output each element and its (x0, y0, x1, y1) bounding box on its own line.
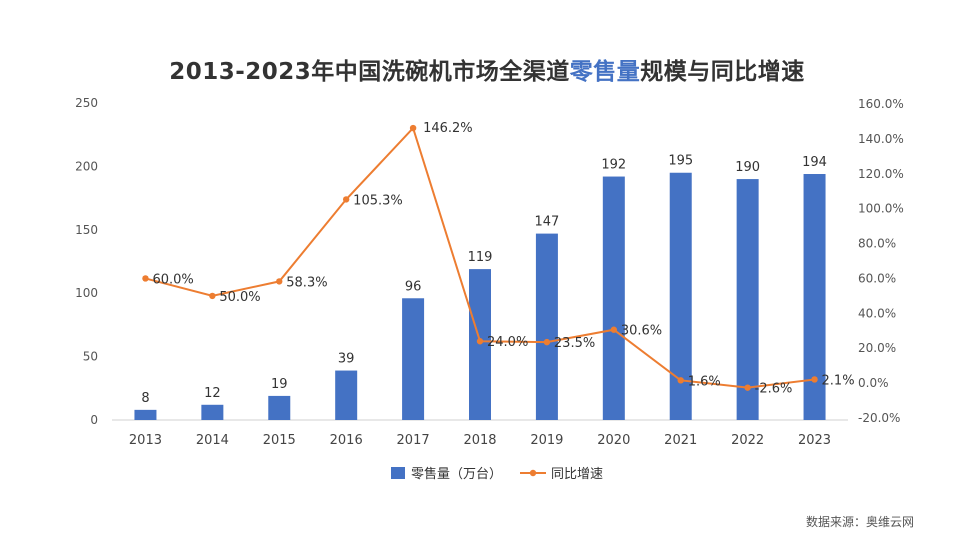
growth-point (610, 326, 618, 333)
x-tick: 2023 (798, 433, 831, 448)
growth-point (409, 124, 417, 132)
legend-bar-label: 零售量（万台） (411, 466, 502, 482)
growth-value-label: 24.0% (487, 335, 528, 350)
y-right-tick: 60.0% (858, 271, 896, 285)
y-right-tick: 40.0% (858, 306, 896, 320)
growth-point (744, 384, 751, 391)
growth-value-label: 2.1% (822, 373, 855, 388)
bar-value-label: 194 (802, 155, 827, 170)
bar (469, 269, 491, 420)
x-tick: 2018 (463, 433, 496, 448)
x-tick: 2014 (196, 433, 229, 448)
legend-line-label: 同比增速 (551, 467, 603, 482)
bar-value-label: 119 (468, 250, 493, 265)
bar-value-label: 147 (534, 215, 559, 230)
growth-point (342, 196, 350, 203)
growth-point (276, 278, 283, 285)
title-prefix: 2013-2023年中国洗碗机市场全渠道 (169, 59, 570, 85)
growth-point (142, 275, 149, 282)
growth-value-label: 105.3% (353, 193, 403, 208)
bar (402, 298, 425, 420)
bar-value-label: 39 (338, 352, 355, 367)
growth-point (476, 338, 484, 345)
bar-value-label: 8 (141, 391, 149, 406)
growth-value-label: 58.3% (286, 275, 327, 290)
bar-value-label: 19 (271, 377, 288, 392)
x-tick: 2020 (597, 433, 630, 448)
bar (335, 370, 358, 420)
growth-value-label: 60.0% (152, 272, 193, 287)
growth-value-label: -2.6% (755, 382, 793, 397)
growth-point (543, 338, 551, 346)
x-tick: 2016 (330, 433, 363, 448)
bar-value-label: 12 (204, 386, 221, 401)
x-tick: 2013 (129, 433, 162, 448)
y-right-tick: 160.0% (858, 97, 904, 111)
y-left-tick: 50 (83, 350, 98, 364)
y-right-tick: 0.0% (858, 376, 889, 390)
y-left-tick: 0 (90, 413, 98, 427)
title-suffix: 规模与同比增速 (640, 59, 805, 85)
title-highlight: 零售量 (569, 59, 641, 85)
growth-value-label: 1.6% (688, 374, 721, 389)
bar (736, 179, 759, 420)
y-right-tick: -20.0% (858, 411, 900, 425)
bar (201, 404, 224, 420)
y-left-tick: 200 (75, 159, 98, 173)
x-tick: 2017 (397, 433, 430, 448)
y-left-tick: 250 (75, 96, 98, 110)
bar-value-label: 96 (405, 279, 422, 294)
growth-value-label: 30.6% (621, 324, 662, 339)
x-tick: 2021 (664, 433, 697, 448)
bar-value-label: 190 (735, 160, 760, 175)
growth-value-label: 50.0% (219, 290, 260, 305)
growth-point (209, 292, 216, 300)
bar (669, 172, 692, 420)
bar (602, 176, 625, 420)
source-note: 数据来源：奥维云网 (805, 515, 914, 529)
bar (268, 395, 291, 420)
bar-value-label: 192 (601, 158, 626, 173)
y-right-tick: 20.0% (858, 341, 896, 355)
y-right-tick: 100.0% (858, 202, 904, 216)
chart-title: 2013-2023年中国洗碗机市场全渠道零售量规模与同比增速 (0, 52, 974, 86)
growth-point (811, 376, 818, 383)
x-tick: 2019 (530, 433, 563, 448)
legend-line-marker (529, 469, 537, 477)
y-left-tick: 100 (75, 286, 98, 300)
legend-bar-swatch (391, 467, 405, 479)
bar-value-label: 195 (668, 154, 693, 169)
x-tick: 2015 (263, 433, 296, 448)
growth-value-label: 23.5% (554, 336, 595, 351)
y-right-tick: 120.0% (858, 167, 904, 181)
y-right-tick: 80.0% (858, 237, 896, 251)
y-right-tick: 140.0% (858, 132, 904, 146)
growth-point (677, 377, 684, 384)
x-tick: 2022 (731, 433, 764, 448)
bar (134, 409, 157, 420)
growth-value-label: 146.2% (423, 121, 473, 136)
bar (803, 174, 826, 420)
y-left-tick: 150 (75, 223, 98, 237)
bar (535, 233, 558, 420)
